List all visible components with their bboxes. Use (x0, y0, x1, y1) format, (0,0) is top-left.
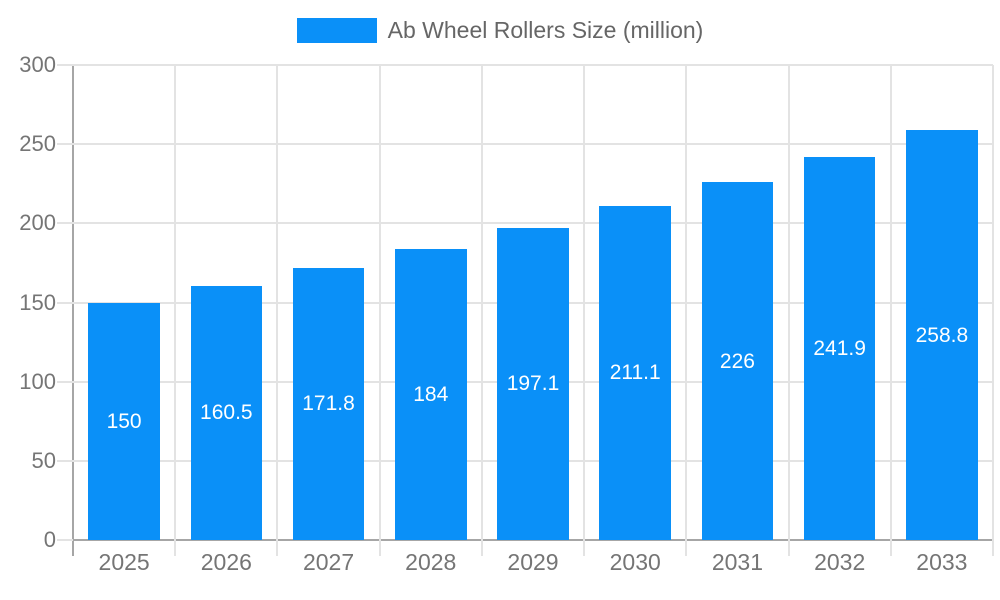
bar: 258.8 (906, 130, 978, 540)
bar-value-label: 226 (719, 349, 755, 373)
h-gridline (73, 64, 993, 66)
bar-value-label: 150 (106, 409, 142, 433)
bar: 197.1 (497, 227, 569, 540)
x-axis-tick (889, 540, 892, 556)
x-tick-label: 2027 (302, 549, 355, 575)
y-tick-label: 200 (19, 210, 56, 236)
bar-value-label: 258.8 (915, 323, 969, 347)
v-gridline (992, 65, 994, 540)
x-axis-tick (787, 540, 790, 556)
x-axis-line (73, 539, 993, 541)
y-tick-label: 150 (19, 289, 56, 315)
bar-value-label: 171.8 (302, 392, 355, 416)
x-axis-tick (174, 540, 177, 556)
x-axis-tick (583, 540, 586, 556)
v-gridline (378, 65, 381, 540)
y-axis-line (72, 65, 74, 556)
v-gridline (583, 65, 586, 540)
x-tick-label: 2033 (916, 549, 968, 575)
bar: 241.9 (803, 157, 876, 540)
v-gridline (480, 65, 483, 540)
x-tick-label: 2025 (98, 549, 150, 575)
x-axis-tick (378, 540, 381, 556)
y-tick-label: 0 (43, 527, 56, 552)
x-tick-label: 2029 (507, 549, 559, 575)
y-tick-label: 50 (31, 447, 56, 473)
bar: 226 (701, 182, 774, 540)
x-tick-label: 2032 (814, 549, 866, 575)
v-gridline (174, 65, 177, 540)
v-gridline (787, 65, 790, 540)
x-axis-tick (992, 540, 994, 556)
x-tick-label: 2031 (711, 549, 764, 575)
y-axis-tick (57, 380, 73, 383)
bar: 150 (88, 302, 160, 540)
y-axis-tick (57, 301, 73, 304)
legend-label: Ab Wheel Rollers Size (million) (387, 17, 704, 43)
y-axis-labels: 0 50 100 150 200 250 300 (0, 52, 56, 552)
y-tick-label: 100 (19, 368, 56, 394)
bar: 160.5 (190, 285, 263, 540)
y-axis-tick (57, 222, 73, 225)
bar-value-label: 184 (413, 382, 449, 406)
y-axis-tick (57, 64, 73, 66)
v-gridline (685, 65, 688, 540)
x-tick-label: 2030 (609, 549, 661, 575)
y-tick-label: 300 (19, 52, 56, 77)
legend-swatch-icon (296, 18, 377, 43)
bar: 171.8 (292, 267, 365, 540)
v-gridline (889, 65, 892, 540)
x-axis-labels: 2025 2026 2027 2028 2029 2030 2031 2032 2033 (73, 549, 993, 583)
bar: 211.1 (599, 205, 671, 540)
x-axis-tick (480, 540, 483, 556)
bar-value-label: 211.1 (609, 361, 661, 385)
y-axis-tick (57, 459, 73, 462)
v-gridline (276, 65, 279, 540)
bar-value-label: 197.1 (506, 372, 560, 396)
x-tick-label: 2026 (200, 549, 252, 575)
bar-value-label: 241.9 (813, 337, 866, 360)
x-axis-tick (685, 540, 688, 556)
x-tick-label: 2028 (405, 549, 457, 575)
x-axis-tick (276, 540, 279, 556)
h-gridline (73, 222, 993, 225)
y-axis-tick (57, 143, 73, 146)
bar-value-label: 160.5 (200, 401, 253, 425)
plot-area: 150 160.5 171.8 184 197.1 211.1 226 241.9 258.8 (57, 64, 994, 556)
bar: 184 (395, 248, 467, 540)
h-gridline (73, 143, 993, 146)
y-tick-label: 250 (19, 131, 56, 157)
y-axis-tick (57, 539, 73, 541)
legend[interactable]: Ab Wheel Rollers Size (million) (0, 17, 1000, 44)
